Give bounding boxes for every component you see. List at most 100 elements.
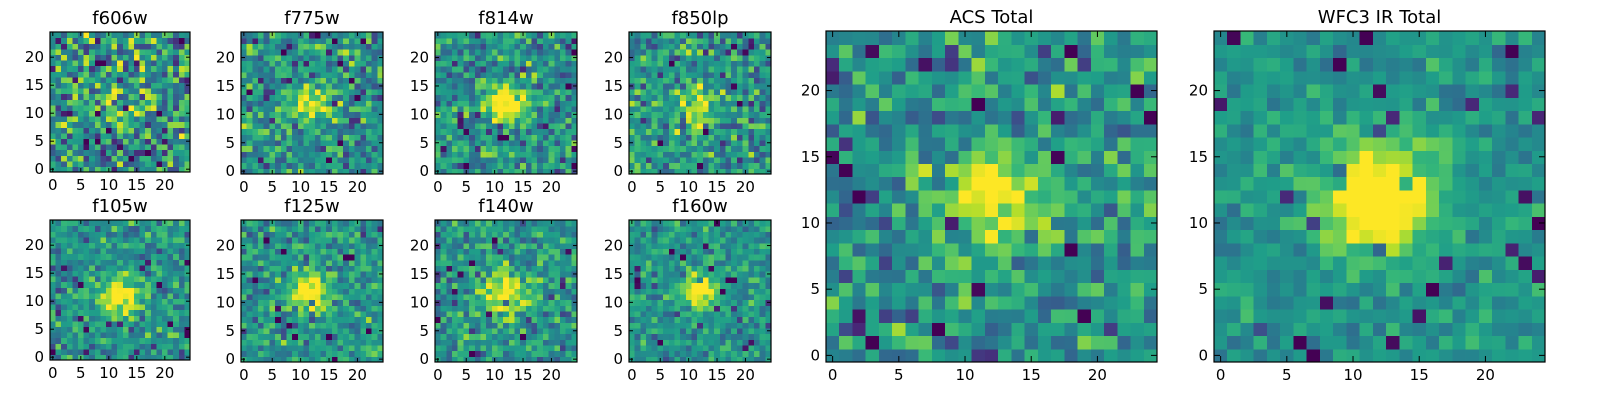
pixel: [66, 298, 73, 305]
pixel: [525, 299, 533, 306]
pixel: [94, 110, 101, 117]
pixel: [106, 65, 113, 72]
pixel: [565, 282, 572, 289]
pixel: [111, 304, 118, 311]
pixel: [446, 162, 453, 169]
pixel: [525, 66, 533, 73]
pixel: [173, 48, 180, 55]
pixel: [640, 288, 647, 295]
pixel: [702, 134, 710, 141]
pixel: [725, 43, 732, 50]
pixel: [668, 128, 676, 135]
pixel: [691, 299, 698, 306]
pixel: [354, 43, 361, 50]
pixel: [537, 271, 544, 278]
pixel: [559, 316, 567, 323]
pixel: [134, 37, 141, 44]
pixel: [83, 315, 90, 322]
pixel: [520, 237, 527, 244]
pixel: [503, 237, 510, 244]
pixel: [646, 60, 653, 67]
pixel: [354, 299, 361, 306]
pixel: [269, 305, 276, 312]
pixel: [674, 60, 681, 67]
pixel: [759, 88, 766, 96]
pixel: [452, 60, 459, 67]
x-tick-label: 5: [461, 178, 471, 196]
pixel: [457, 339, 464, 346]
pixel: [117, 37, 124, 44]
pixel: [554, 77, 561, 84]
pixel: [145, 138, 152, 145]
pixel: [486, 254, 493, 261]
pixel: [117, 132, 124, 139]
pixel: [497, 288, 504, 295]
pixel: [708, 276, 715, 284]
pixel: [491, 248, 499, 255]
pixel: [258, 111, 265, 118]
pixel: [280, 299, 288, 306]
pixel: [531, 43, 538, 50]
pixel: [474, 288, 482, 295]
pixel: [651, 333, 658, 340]
pixel: [486, 100, 493, 107]
pixel: [94, 337, 101, 344]
pixel: [531, 54, 538, 61]
pixel: [122, 121, 129, 128]
pixel: [435, 66, 442, 73]
pixel: [178, 332, 185, 339]
pixel: [252, 54, 259, 61]
pixel: [111, 116, 118, 123]
pixel: [680, 71, 687, 79]
pixel: [134, 127, 141, 134]
pixel: [440, 139, 447, 147]
pixel: [337, 310, 344, 318]
pixel: [508, 305, 516, 312]
pixel: [184, 248, 191, 255]
pixel: [275, 242, 282, 249]
pixel: [548, 276, 555, 284]
pixel: [377, 225, 384, 232]
pixel: [360, 293, 367, 301]
pixel: [753, 288, 761, 295]
pixel: [354, 254, 361, 261]
pixel: [128, 225, 135, 232]
pixel: [668, 105, 676, 113]
pixel: [167, 354, 174, 361]
pixel: [508, 310, 516, 318]
pixel: [348, 248, 356, 255]
pixel: [674, 122, 681, 130]
pixel: [128, 60, 135, 67]
pixel: [708, 94, 715, 101]
pixel: [50, 236, 57, 243]
pixel: [94, 149, 101, 156]
pixel: [326, 71, 333, 79]
pixel: [736, 162, 744, 169]
pixel: [66, 264, 73, 271]
pixel: [50, 348, 57, 355]
pixel: [765, 156, 772, 164]
pixel: [497, 225, 504, 232]
pixel: [360, 83, 367, 90]
y-tick-label: 15: [410, 77, 429, 95]
pixel: [697, 43, 704, 50]
pixel: [714, 94, 721, 101]
pixel: [162, 88, 169, 95]
pixel: [150, 166, 157, 173]
pixel: [685, 350, 693, 357]
pixel: [128, 37, 135, 44]
pixel: [680, 310, 687, 318]
pixel: [78, 326, 85, 333]
pixel: [139, 304, 146, 311]
pixel: [150, 99, 157, 106]
pixel: [50, 264, 57, 271]
pixel: [651, 316, 658, 323]
pixel: [178, 93, 185, 100]
pixel: [309, 134, 316, 141]
pixel: [66, 121, 73, 128]
pixel: [275, 276, 282, 284]
pixel: [748, 54, 755, 61]
pixel: [759, 168, 766, 175]
pixel: [742, 54, 749, 61]
